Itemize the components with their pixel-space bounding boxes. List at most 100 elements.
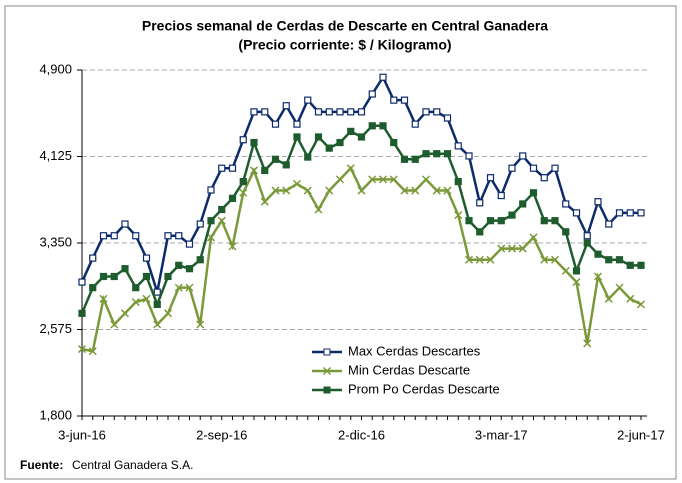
marker	[400, 155, 409, 163]
marker	[347, 108, 355, 116]
marker	[604, 294, 613, 303]
marker	[389, 175, 398, 184]
marker	[325, 186, 334, 195]
marker	[551, 217, 559, 225]
marker	[572, 267, 581, 275]
marker	[271, 120, 280, 128]
marker	[132, 284, 140, 292]
marker	[217, 216, 226, 225]
legend-marker	[322, 366, 332, 376]
marker	[476, 228, 484, 236]
marker	[636, 300, 646, 309]
marker	[228, 194, 237, 202]
marker	[529, 233, 538, 242]
marker	[206, 233, 216, 242]
marker	[218, 164, 226, 172]
x-tick-label: 2-sep-16	[196, 427, 247, 442]
marker	[561, 266, 570, 275]
legend-marker	[323, 348, 331, 356]
marker	[142, 272, 151, 281]
marker	[476, 199, 484, 207]
marker	[120, 309, 130, 318]
marker	[292, 179, 302, 188]
marker	[293, 120, 301, 128]
marker	[572, 278, 581, 287]
marker	[583, 232, 591, 240]
marker	[486, 255, 495, 264]
marker	[121, 220, 129, 228]
marker	[250, 138, 258, 147]
marker	[228, 242, 237, 251]
marker	[422, 150, 430, 158]
marker	[196, 220, 204, 228]
marker	[357, 108, 366, 116]
series	[78, 73, 645, 296]
x-tick-label: 2-dic-16	[338, 427, 385, 442]
marker	[422, 108, 430, 116]
marker	[239, 178, 247, 186]
marker	[368, 122, 376, 130]
marker	[411, 155, 419, 163]
marker	[626, 209, 634, 217]
marker	[497, 244, 506, 253]
marker	[518, 244, 527, 253]
marker	[378, 175, 388, 184]
marker	[615, 256, 624, 264]
marker	[196, 256, 204, 264]
marker	[550, 255, 560, 264]
marker	[314, 108, 323, 116]
marker	[486, 217, 495, 225]
marker	[529, 164, 538, 172]
marker	[261, 166, 269, 175]
marker	[175, 232, 183, 240]
marker	[400, 96, 409, 104]
marker	[77, 345, 87, 354]
marker	[411, 186, 420, 195]
marker	[239, 188, 248, 197]
chart-title: Precios semanal de Cerdas de Descarte en…	[142, 18, 548, 34]
marker	[390, 138, 398, 147]
legend-marker	[323, 386, 331, 394]
y-tick-label: 4,900	[39, 61, 72, 76]
marker	[347, 127, 355, 135]
marker	[346, 164, 355, 173]
chart-subtitle: (Precio corriente: $ / Kilogramo)	[238, 37, 451, 53]
marker	[304, 96, 312, 104]
y-tick-label: 3,350	[39, 234, 72, 249]
marker	[261, 108, 269, 116]
marker	[497, 217, 505, 225]
marker	[282, 102, 290, 110]
marker	[605, 220, 613, 228]
marker	[497, 191, 505, 200]
legend-label: Max Cerdas Descartes	[348, 343, 481, 358]
marker	[465, 152, 473, 160]
marker	[507, 244, 517, 253]
marker	[163, 309, 173, 318]
marker	[357, 186, 366, 195]
marker	[249, 166, 259, 175]
legend-label: Prom Po Cerdas Descarte	[348, 381, 500, 396]
marker	[185, 265, 194, 273]
marker	[89, 254, 97, 262]
marker	[131, 298, 140, 307]
marker	[637, 261, 645, 269]
marker	[153, 320, 162, 329]
marker	[562, 200, 570, 208]
series	[78, 122, 645, 317]
marker	[271, 155, 280, 163]
marker	[78, 309, 86, 317]
marker	[615, 209, 624, 217]
marker	[465, 217, 473, 225]
marker	[207, 217, 215, 225]
marker	[282, 186, 291, 195]
marker	[540, 217, 548, 225]
marker	[368, 90, 376, 98]
marker	[153, 300, 161, 308]
marker	[325, 144, 333, 152]
marker	[142, 294, 151, 303]
marker	[357, 133, 366, 141]
marker	[260, 197, 269, 206]
marker	[218, 205, 226, 214]
marker	[110, 232, 118, 240]
x-tick-label: 2-jun-17	[617, 427, 665, 442]
